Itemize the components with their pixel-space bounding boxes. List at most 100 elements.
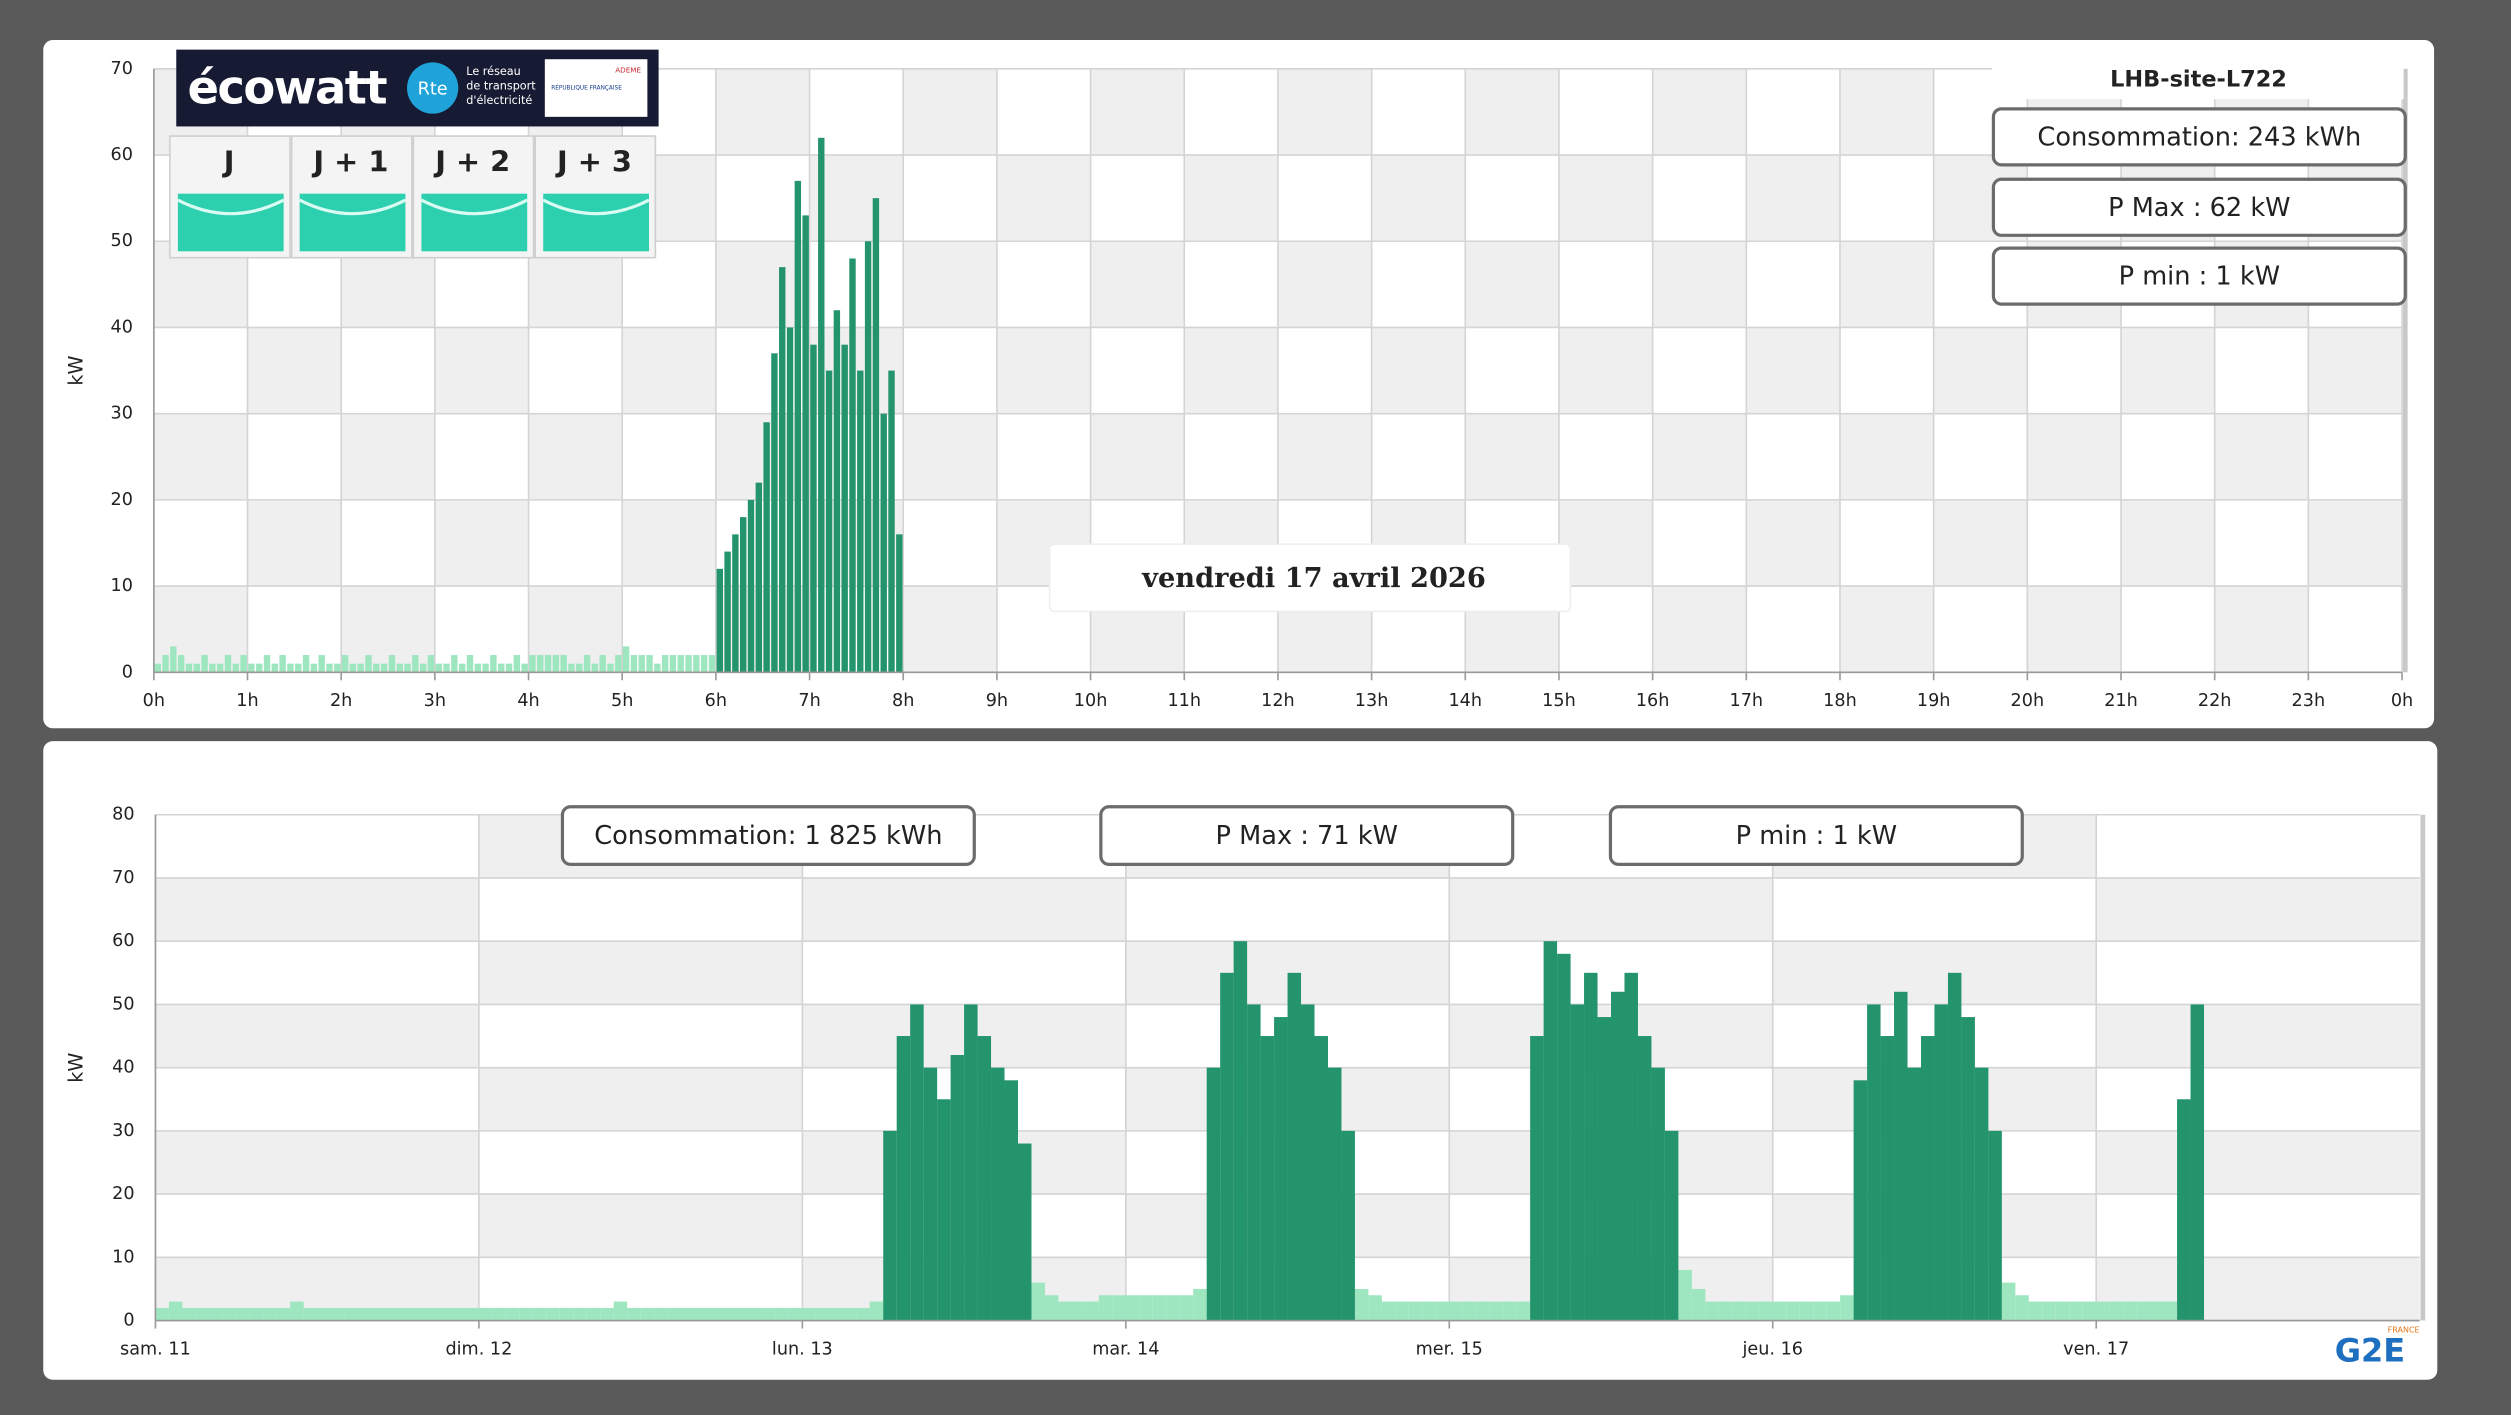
rte-text: Rte [418,80,448,100]
x-tick-label: 23h [2292,691,2326,711]
bar [1180,1295,1193,1320]
bar [748,500,754,672]
bar [1934,1004,1947,1320]
bar [701,655,707,672]
grid-cell [1559,327,1653,413]
bar [2096,1302,2109,1321]
grid-cell [903,500,997,586]
bar [646,655,652,672]
bar [2164,1302,2177,1321]
bar [1827,1302,1840,1321]
bar [357,664,363,673]
x-tick-label: 6h [705,691,727,711]
bar [186,664,192,673]
bar [829,1308,842,1321]
grid-cell [2027,500,2121,586]
grid-cell [341,586,435,672]
bar [818,138,824,672]
site-name: LHB-site-L722 [2110,67,2287,93]
grid-cell [1559,241,1653,327]
grid-cell [2027,586,2121,672]
bar [498,664,504,673]
bar [789,1308,802,1321]
bar [1368,1295,1381,1320]
x-tick-label: 4h [517,691,539,711]
grid-cell [248,500,342,586]
bar [162,655,168,672]
bar [209,1308,222,1321]
bar [841,345,847,673]
x-tick-label: sam. 11 [120,1339,191,1359]
y-tick-label: 30 [111,404,133,424]
bar [763,422,769,672]
bar [1234,941,1247,1320]
day-label: J + 2 [433,144,510,178]
bar [317,1308,330,1321]
bar [381,664,387,673]
bar [568,664,574,673]
day-signal [300,194,406,252]
grid-cell [1653,155,1747,241]
bar [404,664,410,673]
bar [1544,941,1557,1320]
grid-cell [2121,500,2215,586]
x-tick-label: 20h [2011,691,2045,711]
grid-cell [529,414,623,500]
grid-cell [479,1194,802,1257]
bar [951,1055,964,1321]
bar [865,241,871,672]
bar [1598,1017,1611,1320]
grid-cell [1278,69,1372,155]
y-tick-label: 70 [112,868,134,888]
bar [1800,1302,1813,1321]
bar [2056,1302,2069,1321]
bar [344,1308,357,1321]
grid-cell [1559,155,1653,241]
grid-cell [1773,878,2096,941]
grid-cell [1840,241,1934,327]
bar [1058,1302,1071,1321]
grid-cell [997,327,1091,413]
bar [358,1308,371,1321]
bar [1274,1017,1287,1320]
grid-cell [479,878,802,941]
stat-text: P min : 1 kW [2119,262,2280,292]
bar [1247,1004,1260,1320]
grid-cell [1559,414,1653,500]
grid-cell [1465,241,1559,327]
bar [389,655,395,672]
grid-cell [155,1194,478,1257]
stat-text: P Max : 71 kW [1216,821,1398,851]
grid-cell [479,1131,802,1194]
grid-cell [1091,155,1185,241]
grid-cell [903,414,997,500]
bar [1840,1295,1853,1320]
bar [1072,1302,1085,1321]
bar [2191,1004,2204,1320]
bar [1894,992,1907,1321]
bar [1288,973,1301,1321]
grid-cell [435,500,529,586]
bar [735,1308,748,1321]
bar [670,655,676,672]
bar [1166,1295,1179,1320]
bar [1651,1068,1664,1321]
bar [560,1308,573,1321]
x-tick-label: 7h [798,691,820,711]
bar [2029,1302,2042,1321]
x-tick-label: 21h [2104,691,2138,711]
bar [1719,1302,1732,1321]
grid-cell [1840,586,1934,672]
y-tick-label: 50 [112,994,134,1014]
grid-cell [341,327,435,413]
bar [1099,1295,1112,1320]
y-tick-label: 20 [111,490,133,510]
bar [182,1308,195,1321]
grid-cell [1840,500,1934,586]
bar [326,664,332,673]
bar [740,517,746,672]
x-tick-label: 5h [611,691,633,711]
bar [277,1308,290,1321]
bar [1463,1302,1476,1321]
bar [467,655,473,672]
